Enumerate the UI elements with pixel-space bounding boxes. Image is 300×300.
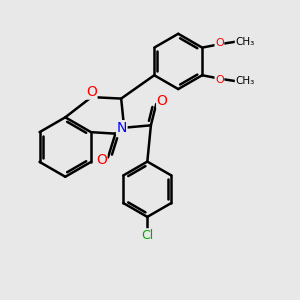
Text: O: O [215,75,224,85]
Text: O: O [215,38,224,48]
Text: O: O [157,94,168,108]
Text: O: O [96,153,107,167]
Text: CH₃: CH₃ [235,37,255,47]
Text: N: N [117,121,127,135]
Text: CH₃: CH₃ [235,76,255,86]
Text: O: O [86,85,97,99]
Text: Cl: Cl [141,229,153,242]
